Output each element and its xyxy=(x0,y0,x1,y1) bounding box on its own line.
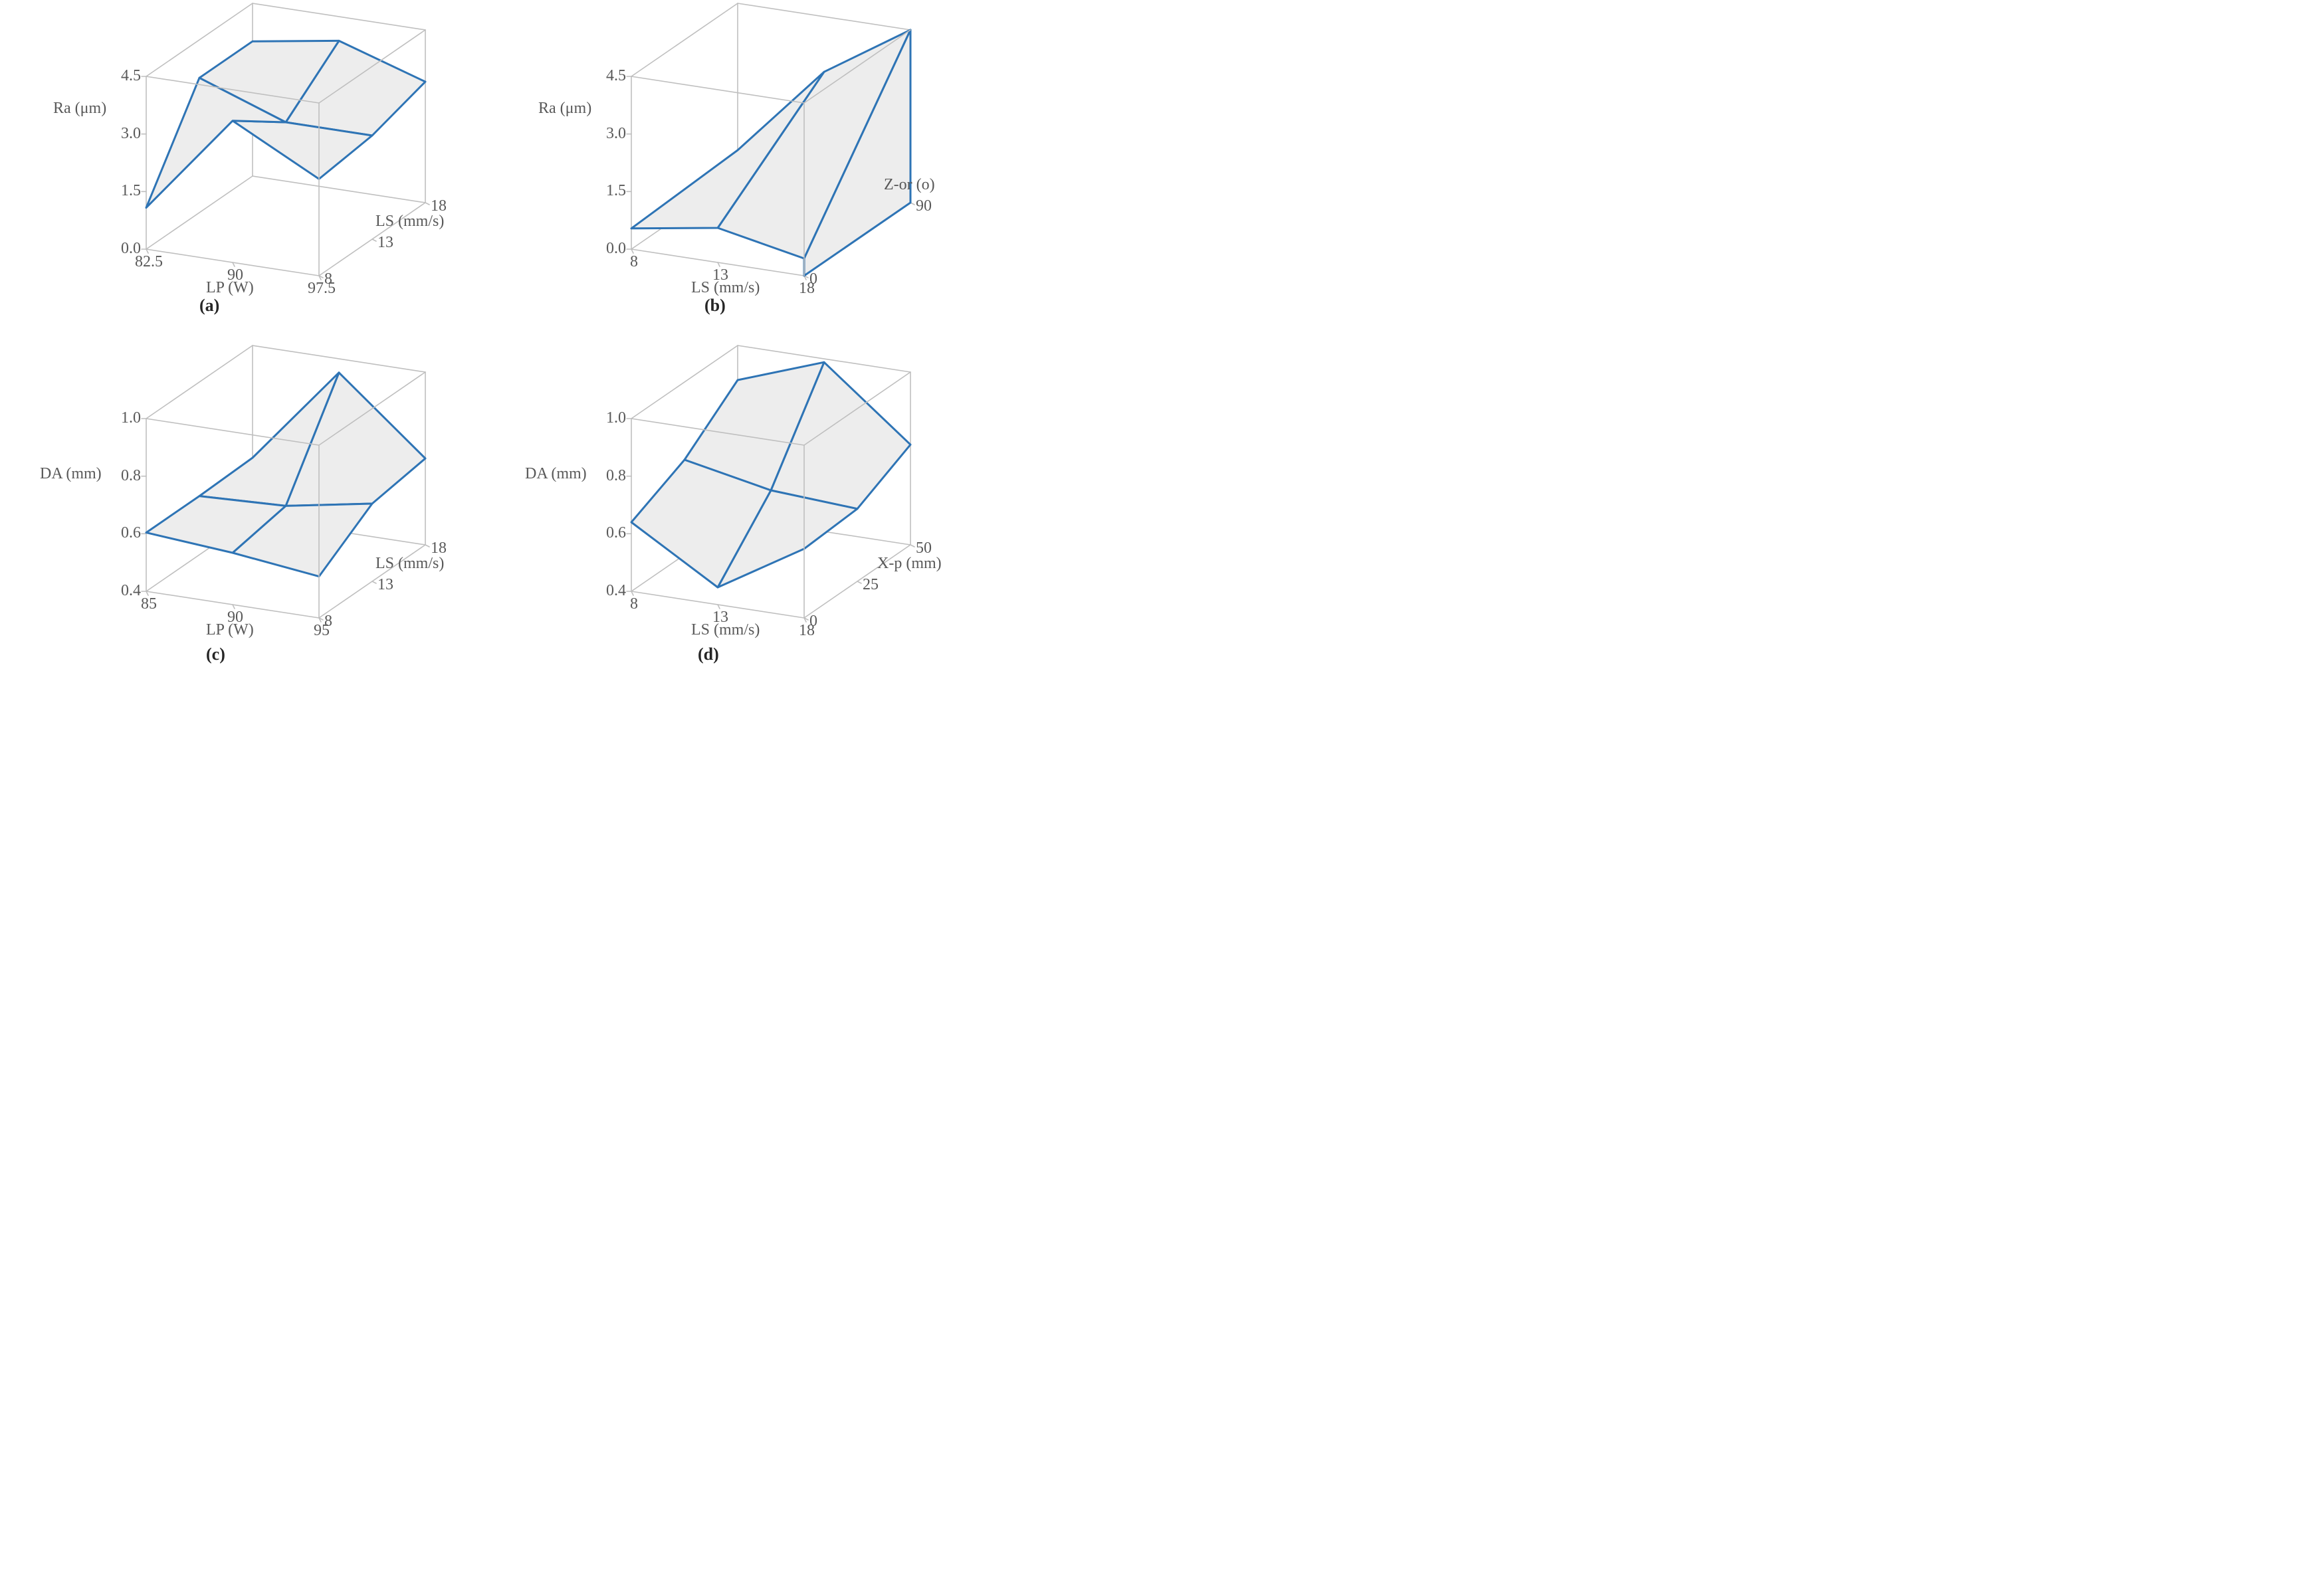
z-tick: 4.5 xyxy=(114,67,141,85)
panel-caption: (d) xyxy=(698,644,719,664)
surface-plot xyxy=(525,13,950,292)
z-tick: 0.8 xyxy=(114,467,141,485)
x-tick: 95 xyxy=(302,622,342,640)
figure: 0.01.53.04.582.59097.581318Ra (μm)LP (W)… xyxy=(0,0,996,671)
panel-b: 0.01.53.04.581318090Ra (μm)LS (mm/s)Z-or… xyxy=(525,13,950,292)
z-tick: 0.8 xyxy=(599,467,626,485)
surface-plot xyxy=(40,13,465,292)
z-axis-label: Ra (μm) xyxy=(53,100,106,118)
z-tick: 4.5 xyxy=(599,67,626,85)
surface-plot xyxy=(525,355,950,635)
x-tick: 82.5 xyxy=(129,253,169,271)
x-tick: 97.5 xyxy=(302,280,342,298)
x-axis-label: LP (W) xyxy=(206,279,254,297)
x-axis-label: LP (W) xyxy=(206,621,254,639)
z-tick: 0.6 xyxy=(599,524,626,542)
z-tick: 3.0 xyxy=(114,125,141,143)
y-axis-label: Z-or (o) xyxy=(884,176,935,194)
z-tick: 1.5 xyxy=(114,182,141,200)
x-axis-label: LS (mm/s) xyxy=(691,279,760,297)
y-tick: 8 xyxy=(324,613,332,631)
z-tick: 1.0 xyxy=(114,409,141,427)
x-tick: 85 xyxy=(129,595,169,613)
y-tick: 0 xyxy=(809,613,817,631)
panel-c: 0.40.60.81.085909581318DA (mm)LP (W)LS (… xyxy=(40,355,465,635)
z-tick: 3.0 xyxy=(599,125,626,143)
x-tick: 8 xyxy=(614,595,654,613)
y-tick: 90 xyxy=(916,197,932,215)
y-tick: 13 xyxy=(377,576,393,594)
z-tick: 0.6 xyxy=(114,524,141,542)
z-tick: 1.5 xyxy=(599,182,626,200)
panel-d: 0.40.60.81.08131802550DA (mm)LS (mm/s)X-… xyxy=(525,355,950,635)
x-axis-label: LS (mm/s) xyxy=(691,621,760,639)
panel-caption: (c) xyxy=(206,644,225,664)
panel-caption: (b) xyxy=(704,296,726,316)
x-tick: 8 xyxy=(614,253,654,271)
x-tick: 18 xyxy=(787,622,827,640)
z-axis-label: Ra (μm) xyxy=(538,100,591,118)
z-tick: 1.0 xyxy=(599,409,626,427)
y-tick: 8 xyxy=(324,270,332,288)
z-axis-label: DA (mm) xyxy=(525,465,587,483)
z-axis-label: DA (mm) xyxy=(40,465,102,483)
panel-a: 0.01.53.04.582.59097.581318Ra (μm)LP (W)… xyxy=(40,13,465,292)
y-tick: 25 xyxy=(863,576,879,594)
y-tick: 0 xyxy=(809,270,817,288)
y-tick: 13 xyxy=(377,234,393,252)
x-tick: 18 xyxy=(787,280,827,298)
panel-caption: (a) xyxy=(199,296,219,316)
y-axis-label: LS (mm/s) xyxy=(375,213,444,231)
y-axis-label: X-p (mm) xyxy=(877,555,942,573)
y-axis-label: LS (mm/s) xyxy=(375,555,444,573)
surface-plot xyxy=(40,355,465,635)
